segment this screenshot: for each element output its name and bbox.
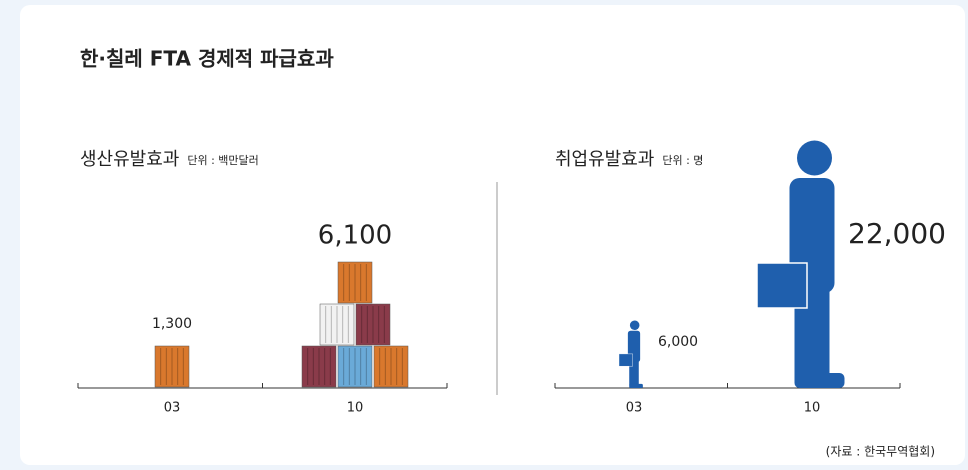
container — [301, 261, 409, 388]
legs — [629, 360, 639, 386]
unit-label: 단위 : 명 — [662, 154, 703, 167]
x-tick-label: 03 — [626, 401, 643, 416]
container — [337, 345, 373, 388]
chart-title: 취업유발효과 — [555, 149, 654, 170]
container — [154, 345, 190, 388]
card — [20, 5, 965, 465]
person — [618, 320, 643, 388]
container — [373, 345, 409, 388]
chart-title: 생산유발효과 — [80, 149, 179, 170]
person-shape — [756, 140, 845, 388]
container — [301, 345, 337, 388]
person — [756, 140, 845, 388]
container — [355, 303, 391, 346]
feet — [794, 373, 845, 388]
x-tick-label: 10 — [804, 401, 821, 416]
feet — [629, 383, 643, 388]
head — [629, 320, 640, 331]
page-title: 한·칠레 FTA 경제적 파급효과 — [80, 47, 334, 71]
person-shape — [618, 320, 643, 388]
x-tick-label: 03 — [164, 401, 181, 416]
briefcase — [756, 262, 808, 309]
x-tick-label: 10 — [347, 401, 364, 416]
container — [319, 303, 355, 346]
value-label: 22,000 — [848, 217, 946, 250]
value-label: 1,300 — [152, 316, 192, 332]
unit-label: 단위 : 백만달러 — [187, 154, 258, 167]
value-label: 6,100 — [318, 221, 392, 251]
head — [797, 140, 832, 176]
value-label: 6,000 — [658, 334, 698, 350]
container — [154, 345, 190, 388]
source: (자료 : 한국무역협회) — [826, 445, 935, 459]
container — [337, 261, 373, 304]
briefcase — [618, 353, 633, 367]
